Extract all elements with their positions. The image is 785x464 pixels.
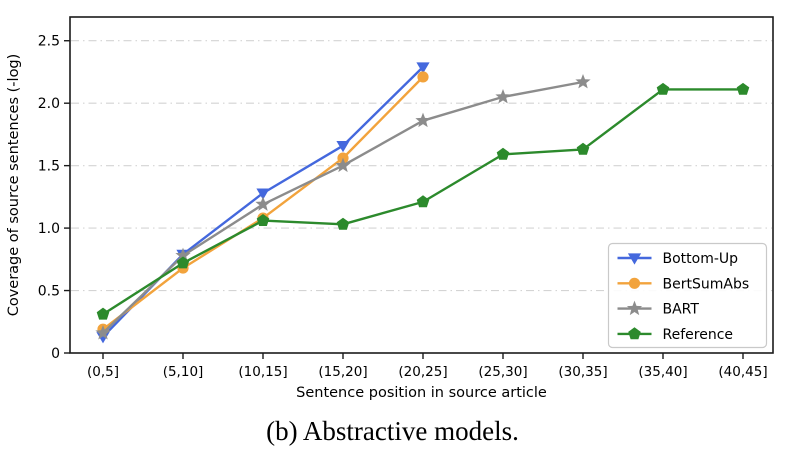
- x-tick-label: (30,35]: [558, 364, 607, 380]
- y-tick-label: 0.5: [38, 284, 60, 300]
- y-tick-label: 1.0: [38, 221, 60, 237]
- series-marker-reference: [576, 142, 590, 155]
- series-marker-bart: [175, 247, 191, 263]
- series-marker-reference: [96, 307, 110, 320]
- legend-label-bertsumabs: BertSumAbs: [663, 276, 750, 292]
- y-tick-label: 1.5: [38, 159, 60, 175]
- x-tick-label: (15,20]: [318, 364, 367, 380]
- legend-marker-reference: [628, 327, 641, 340]
- series-marker-reference: [416, 195, 430, 208]
- x-axis-label: Sentence position in source article: [296, 385, 547, 401]
- x-tick-label: (35,40]: [638, 364, 687, 380]
- x-tick-label: (5,10]: [163, 364, 204, 380]
- series-marker-reference: [256, 214, 270, 226]
- y-tick-label: 0: [51, 346, 60, 362]
- x-tick-label: (40,45]: [718, 364, 767, 380]
- series-marker-bertsumabs: [417, 71, 429, 83]
- x-tick-label: (10,15]: [238, 364, 287, 380]
- legend-item-bottom-up: Bottom-Up: [617, 251, 739, 267]
- series-marker-bart: [335, 157, 351, 173]
- legend-marker-bertsumabs: [628, 277, 641, 289]
- x-tick-label: (20,25]: [398, 364, 447, 380]
- series-marker-bottom-up: [416, 62, 430, 74]
- series-marker-reference: [656, 82, 670, 95]
- x-tick-label: (25,30]: [478, 364, 527, 380]
- legend-label-reference: Reference: [663, 327, 734, 343]
- legend-label-bart: BART: [663, 302, 700, 318]
- series-marker-reference: [336, 217, 350, 230]
- series-marker-bottom-up: [336, 141, 350, 153]
- series-marker-bottom-up: [256, 188, 270, 200]
- x-tick-label: (0,5]: [87, 364, 119, 380]
- legend-marker-bart: [626, 300, 643, 316]
- series-marker-reference: [496, 147, 510, 160]
- y-tick-label: 2.0: [38, 96, 60, 112]
- y-tick-label: 2.5: [38, 34, 60, 50]
- legend-item-reference: Reference: [617, 327, 734, 343]
- legend-label-bottom-up: Bottom-Up: [663, 251, 739, 267]
- line-chart: 0 0.5 1.0 1.5 2.0 2.5 (0,5] (5,10] (10,15] (15,20…: [6, 16, 774, 401]
- series-line-bart: [101, 80, 585, 335]
- legend-item-bertsumabs: BertSumAbs: [617, 276, 750, 292]
- series-marker-bart: [415, 112, 431, 128]
- series-marker-reference: [176, 256, 190, 269]
- series-marker-reference: [736, 82, 750, 95]
- series-marker-bart: [255, 196, 271, 211]
- y-axis-label: Coverage of source sentences (-log): [6, 54, 22, 317]
- legend-box: [607, 242, 768, 349]
- series-marker-bart: [95, 325, 111, 340]
- legend-marker-bottom-up: [627, 253, 642, 265]
- series-marker-bart: [495, 88, 511, 104]
- figure-caption: (b) Abstractive models.: [266, 416, 519, 446]
- plot-border: [69, 16, 774, 354]
- legend-item-bart: BART: [617, 300, 700, 318]
- series-marker-bart: [575, 73, 591, 89]
